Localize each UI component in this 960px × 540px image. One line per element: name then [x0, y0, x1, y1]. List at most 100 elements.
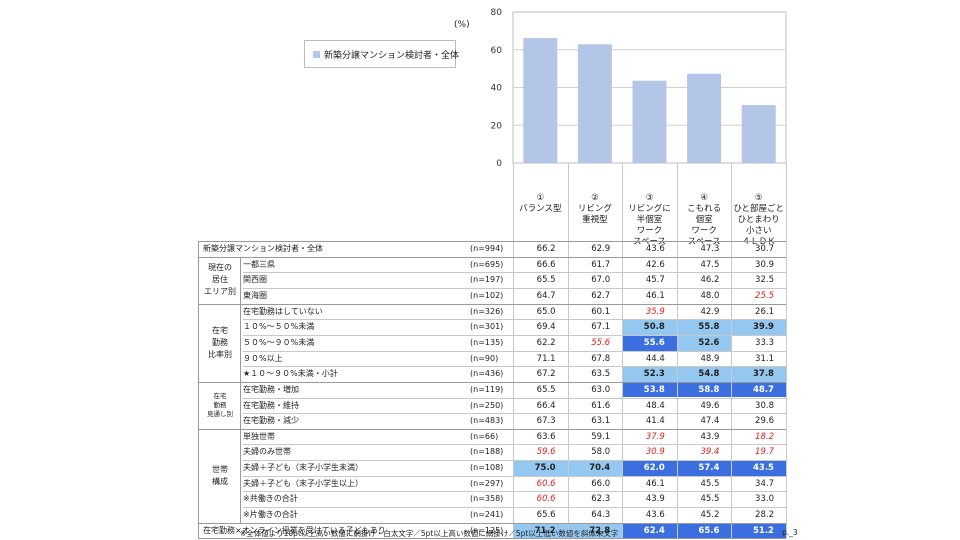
value-cell: 53.8	[643, 384, 665, 395]
group-label-line: 構成	[212, 476, 228, 486]
value-cell: 65.6	[536, 510, 556, 521]
row-n: (n=102)	[470, 290, 504, 300]
value-cell: 30.7	[755, 244, 774, 254]
value-cell: 43.6	[645, 244, 665, 254]
value-cell: 60.6	[536, 494, 556, 505]
value-cell: 67.3	[536, 416, 556, 427]
value-cell: 57.4	[698, 463, 720, 474]
value-cell: 47.4	[700, 416, 720, 427]
value-cell: 44.4	[645, 353, 665, 364]
row-label: 夫婦のみ世帯	[243, 447, 291, 457]
row-label: ※片働きの合計	[243, 510, 298, 520]
highlight-cell	[677, 367, 732, 382]
group-column-divider	[240, 256, 241, 523]
value-cell: 48.4	[645, 400, 665, 411]
row-n: (n=108)	[470, 463, 504, 473]
value-cell: 55.6	[591, 337, 611, 348]
row-n: (n=241)	[470, 510, 504, 520]
row-n: (n=90)	[470, 353, 499, 363]
row-label: 夫婦＋子ども（末子小学生以上）	[243, 478, 363, 488]
highlight-cell	[677, 335, 732, 351]
row-label: 一都三県	[243, 259, 275, 269]
value-cell: 60.6	[536, 478, 556, 489]
highlight-cell	[514, 523, 568, 539]
value-cell: 61.6	[591, 400, 611, 411]
value-cell: 66.6	[536, 259, 556, 270]
value-cell: 72.8	[589, 525, 611, 536]
row-n: (n=188)	[470, 447, 504, 457]
value-cell: 48.7	[753, 384, 774, 395]
value-cell: 66.2	[536, 244, 556, 254]
value-cell: 39.9	[753, 322, 774, 333]
y-tick-label: 20	[491, 121, 503, 131]
column-divider	[786, 163, 787, 539]
value-cell: 65.6	[698, 525, 720, 536]
chart-legend: 新築分譲マンション検討者・全体	[304, 40, 460, 68]
value-cell: 48.9	[700, 353, 720, 364]
highlight-cell	[623, 320, 677, 335]
group-label: 在宅 勤務 見通し別	[200, 392, 240, 419]
value-cell: 46.2	[700, 275, 720, 286]
row-label: ★１０～９０%未満・小計	[243, 369, 338, 379]
group-divider	[198, 303, 786, 305]
value-cell: 45.7	[645, 275, 665, 286]
row-label: 夫婦＋子ども（末子小学生未満）	[243, 463, 363, 473]
value-cell: 67.2	[536, 369, 556, 380]
x-category-label-3: ③ リビングに半個室ワークスペース	[628, 193, 671, 247]
group-label-line: 見通し別	[207, 409, 233, 418]
group-label-line: 勤務	[212, 337, 228, 347]
row-n: (n=66)	[470, 431, 499, 441]
row-n: (n=483)	[470, 416, 504, 426]
highlight-cell	[623, 523, 677, 539]
group-label-line: 比率別	[208, 349, 232, 359]
legend-label: 新築分譲マンション検討者・全体	[324, 51, 460, 61]
value-cell: 65.5	[536, 384, 556, 395]
value-cell: 65.0	[536, 306, 556, 317]
group-divider	[198, 522, 786, 524]
bar-4	[687, 73, 722, 163]
bar-1	[523, 38, 558, 163]
value-cell: 31.1	[755, 353, 774, 364]
y-tick-label: 60	[491, 46, 503, 56]
value-cell: 29.6	[755, 416, 774, 427]
value-cell: 64.3	[591, 510, 611, 521]
value-cell: 71.2	[534, 525, 556, 536]
value-cell: 62.3	[591, 494, 611, 505]
value-cell: 30.8	[755, 400, 774, 411]
row-divider	[243, 272, 786, 274]
value-cell: 34.7	[755, 478, 774, 489]
row-n: (n=326)	[470, 306, 504, 316]
value-cell: 50.8	[643, 322, 665, 333]
highlight-cell	[623, 335, 677, 351]
row-divider	[243, 350, 786, 352]
value-cell: 45.2	[700, 510, 720, 521]
value-cell: 30.9	[645, 447, 665, 458]
value-cell: 52.3	[643, 369, 665, 380]
row-label: ９０%以上	[243, 353, 283, 363]
row-label: 関西圏	[243, 275, 267, 285]
value-cell: 46.1	[645, 290, 665, 301]
row-label: ※共働きの合計	[243, 494, 298, 504]
row-label: 在宅勤務・維持	[243, 400, 299, 410]
value-cell: 67.8	[591, 353, 611, 364]
highlight-cell	[568, 523, 623, 539]
row-label: 東海圏	[243, 290, 267, 300]
value-cell: 45.5	[700, 478, 720, 489]
value-cell: 66.0	[591, 478, 611, 489]
value-cell: 52.6	[698, 337, 720, 348]
value-cell: 46.1	[645, 478, 665, 489]
highlight-cell	[623, 367, 677, 382]
value-cell: 60.1	[591, 306, 611, 317]
x-category-label-2: ② リビング重視型	[578, 193, 613, 225]
x-category-label-1: ① バランス型	[519, 193, 562, 214]
bar-2	[577, 44, 612, 164]
row-n: (n=994)	[470, 244, 504, 253]
highlight-cell	[514, 461, 568, 476]
value-cell: 48.0	[700, 290, 720, 301]
highlight-cell	[677, 382, 732, 398]
highlight-cell	[732, 320, 786, 335]
highlight-cell	[677, 320, 732, 335]
table-left-border	[198, 241, 199, 539]
group-divider	[198, 256, 786, 258]
